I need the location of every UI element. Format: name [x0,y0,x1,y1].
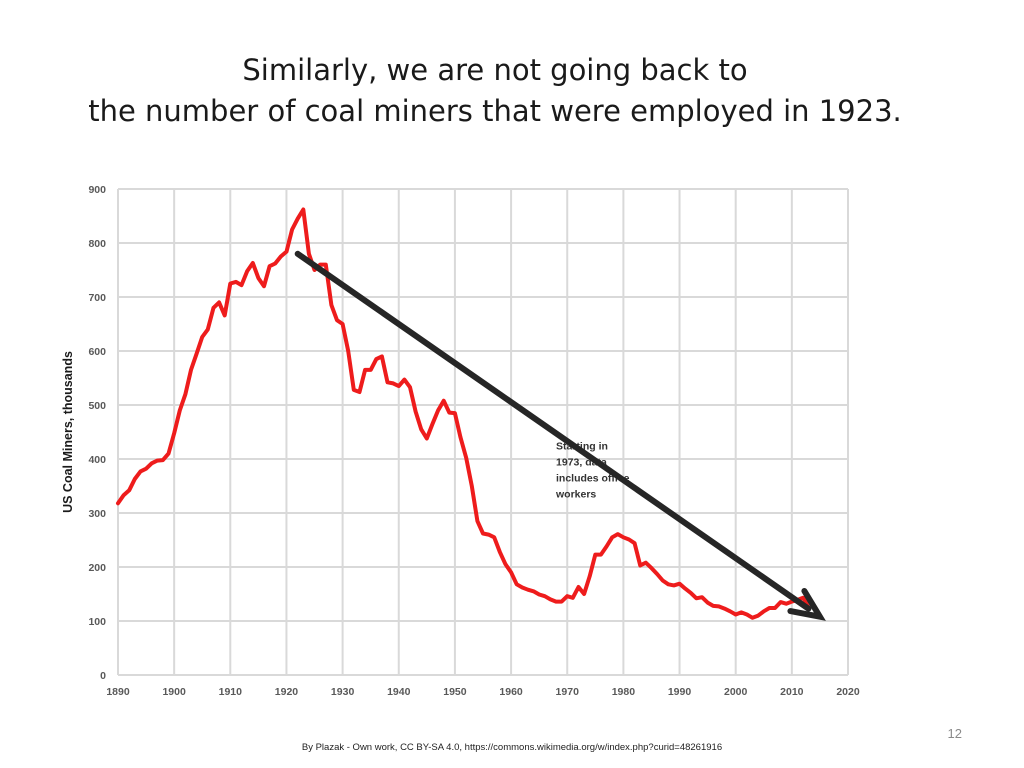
y-tick-label: 700 [88,292,106,304]
coal-miners-series-line [116,207,811,620]
slide-title: Similarly, we are not going back to the … [0,50,990,132]
x-tick-label: 1920 [275,686,299,698]
x-tick-label: 2020 [836,686,860,698]
y-tick-label: 500 [88,400,106,412]
x-tick-label: 1930 [331,686,355,698]
y-tick-label: 600 [88,346,106,358]
y-tick-label: 300 [88,508,106,520]
x-tick-label: 1910 [219,686,243,698]
slide-number: 12 [947,726,962,741]
x-tick-label: 1960 [499,686,523,698]
y-axis-label: US Coal Miners, thousands [61,351,75,513]
x-tick-label: 1890 [106,686,130,698]
y-tick-label: 100 [88,616,106,628]
y-tick-label: 0 [100,670,106,682]
x-tick-label: 1900 [162,686,186,698]
x-tick-label: 1970 [556,686,580,698]
x-tick-label: 1950 [443,686,467,698]
y-tick-label: 400 [88,454,106,466]
x-tick-label: 1940 [387,686,411,698]
image-credit: By Plazak - Own work, CC BY-SA 4.0, http… [301,742,723,753]
x-tick-label: 1990 [668,686,692,698]
trend-arrow-head [787,588,826,621]
y-tick-label: 800 [88,238,106,250]
plot-area [118,189,848,675]
x-tick-label: 2010 [780,686,804,698]
x-tick-label: 2000 [724,686,748,698]
annotation-line: workers [555,488,596,500]
x-tick-label: 1980 [612,686,636,698]
y-tick-label: 200 [88,562,106,574]
slide-title-line-1: Similarly, we are not going back to [242,53,748,87]
trend-arrow-shaft [294,250,812,612]
slide-title-line-2: the number of coal miners that were empl… [88,94,902,128]
y-tick-label: 900 [88,184,106,196]
